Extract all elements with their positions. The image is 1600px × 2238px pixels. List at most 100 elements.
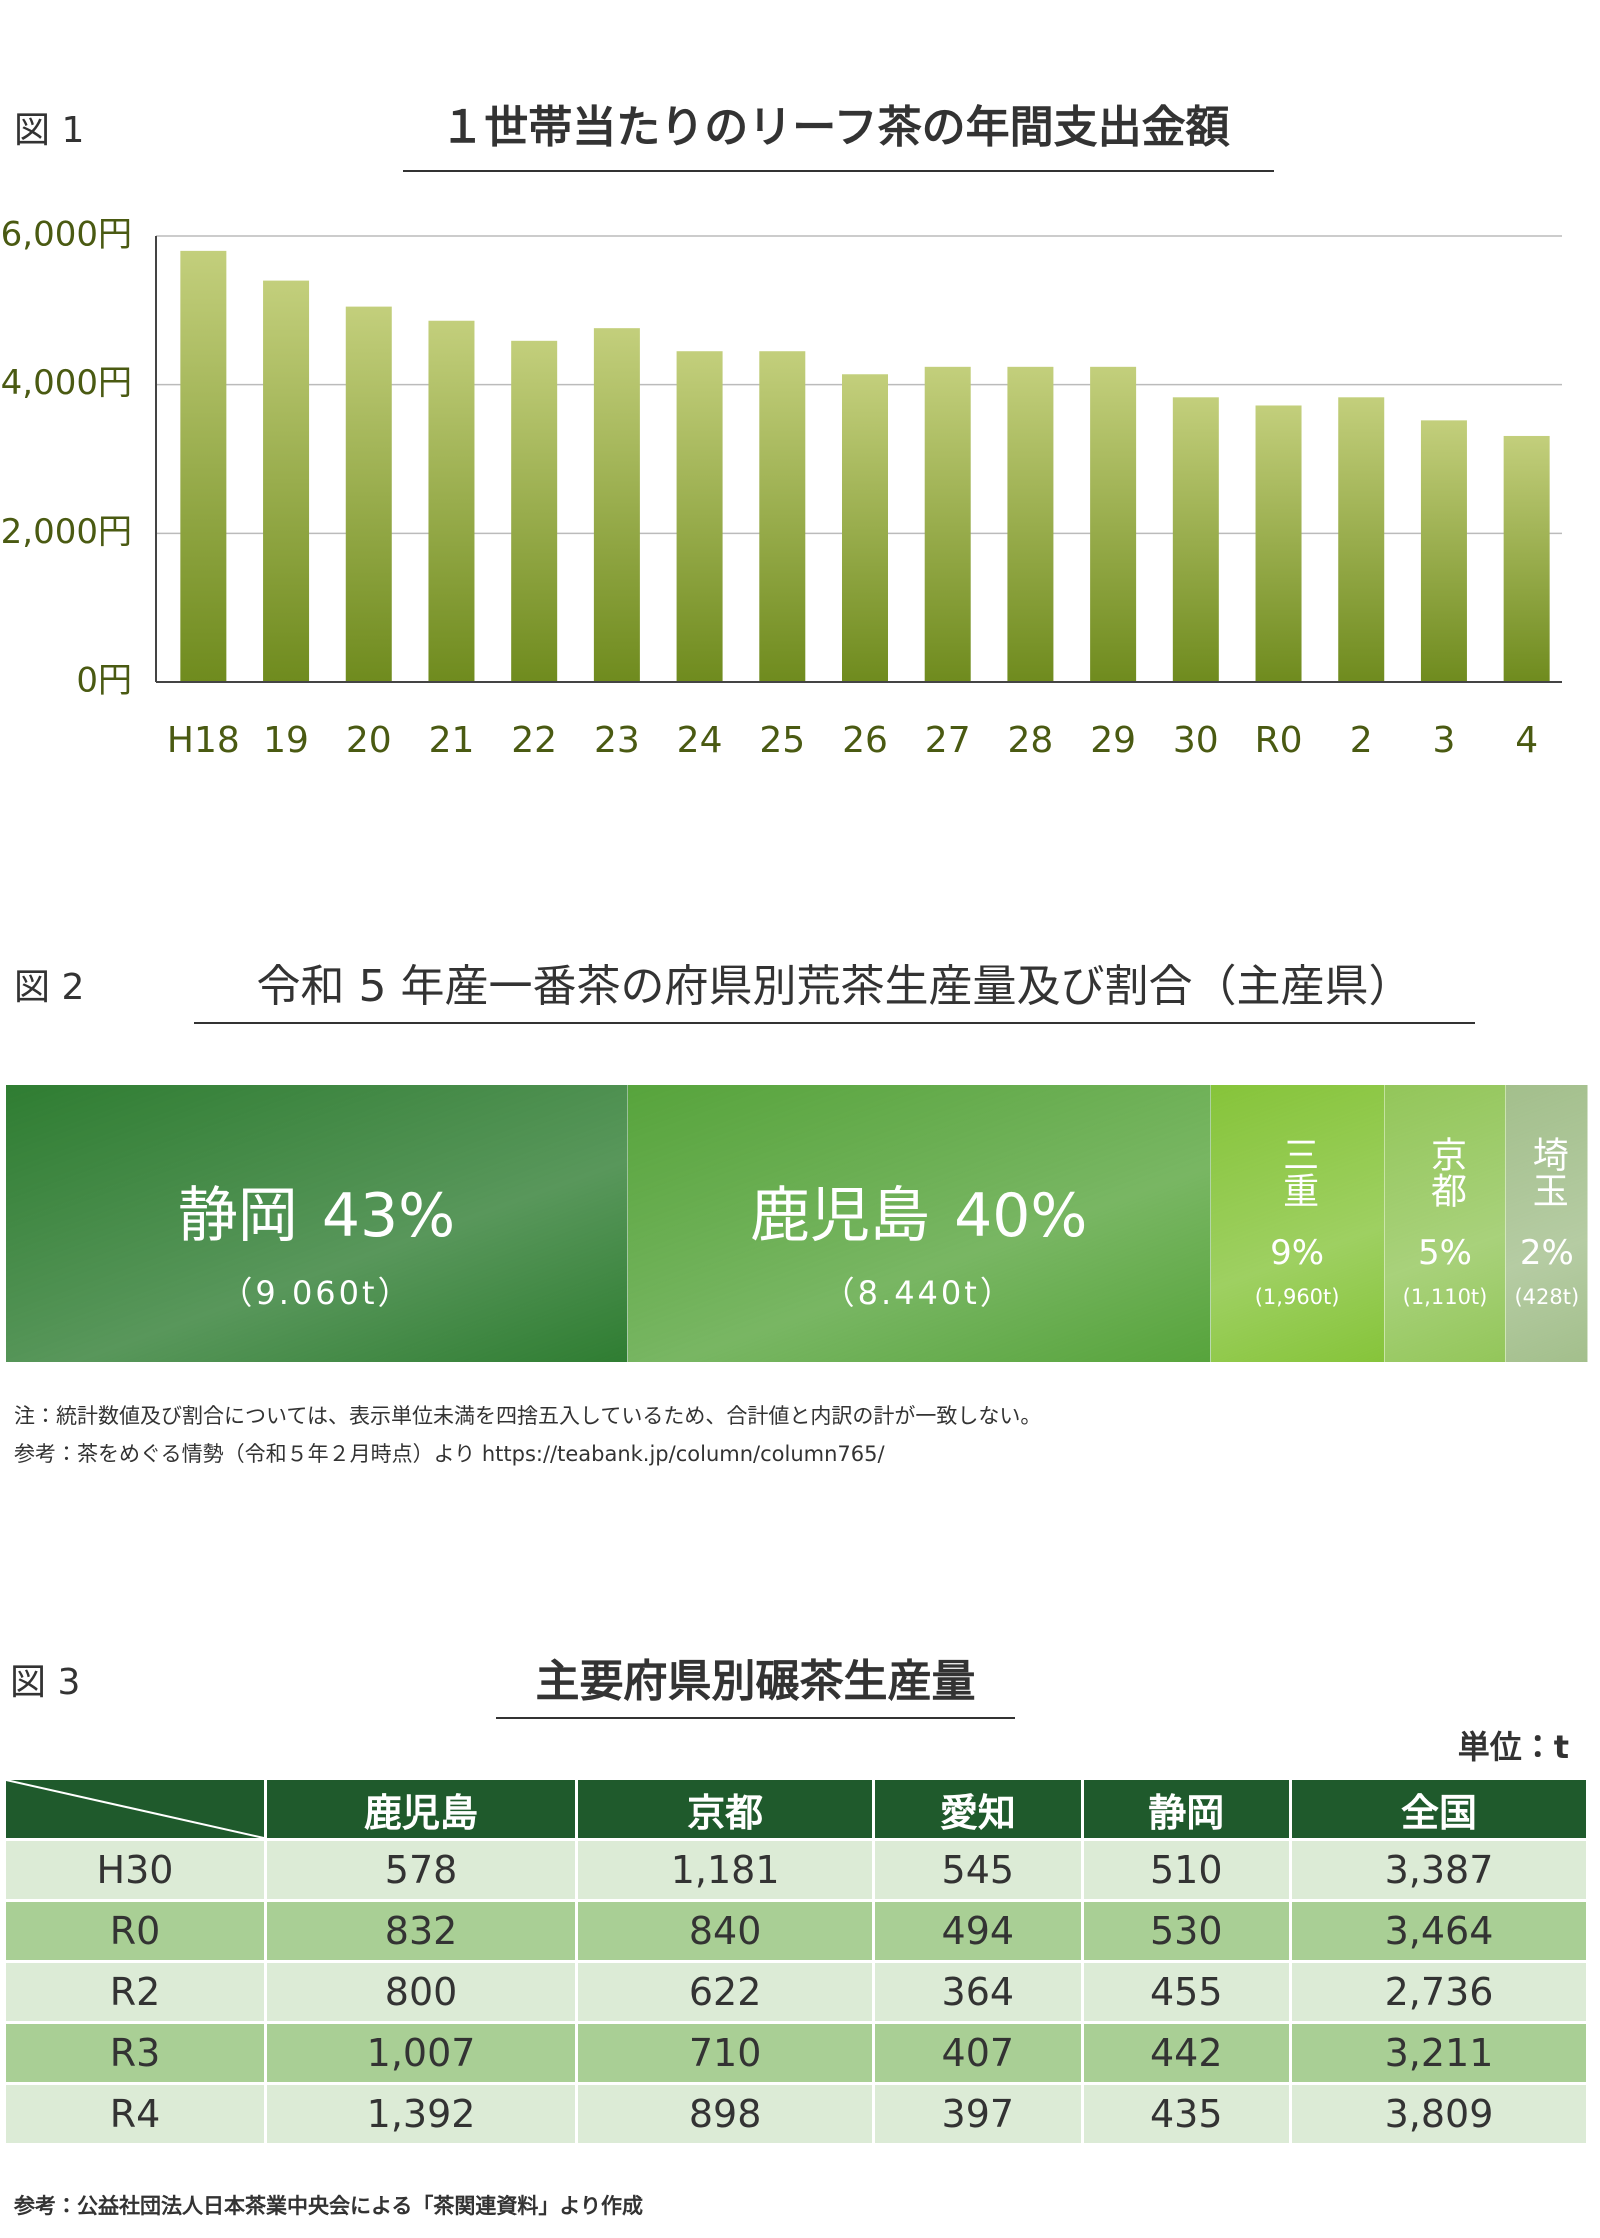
bar — [759, 351, 806, 682]
segment-label: 静岡 43% — [6, 1167, 627, 1254]
bar — [263, 280, 310, 682]
table-cell: 545 — [875, 1841, 1081, 1899]
column-header: 京都 — [578, 1780, 873, 1838]
x-tick-label: R0 — [1255, 720, 1303, 761]
segment-value: 9% — [1270, 1233, 1325, 1273]
segment: 鹿児島 40% （8.440t） — [628, 1085, 1211, 1362]
x-tick-label: 4 — [1515, 720, 1538, 761]
segment-amount: (1,960t) — [1254, 1285, 1340, 1309]
table-cell: 622 — [578, 1963, 873, 2021]
segment-name: 埼玉 — [1526, 1136, 1568, 1208]
x-tick-label: 20 — [346, 720, 392, 761]
table-cell: 494 — [875, 1902, 1081, 1960]
table-cell: 455 — [1083, 1963, 1289, 2021]
bar — [511, 340, 558, 682]
x-tick-label: 29 — [1090, 720, 1136, 761]
segment-amount: （8.440t） — [822, 1274, 1015, 1312]
segment-amount: (1,110t) — [1402, 1285, 1488, 1309]
row-label: H30 — [6, 1841, 264, 1899]
unit: 単位：t — [1457, 1728, 1569, 1766]
segment-value: 2% — [1519, 1233, 1574, 1273]
table-row: R0 832 840 494 530 3,464 — [6, 1902, 1586, 1960]
table-cell: 1,007 — [267, 2024, 576, 2082]
segment: 三重 9% (1,960t) — [1210, 1085, 1385, 1362]
y-tick-label: 4,000円 — [1, 363, 132, 403]
table-cell: 2,736 — [1291, 1963, 1586, 2021]
table-cell: 578 — [267, 1841, 576, 1899]
row-label: R0 — [6, 1902, 264, 1960]
table-row: R2 800 622 364 455 2,736 — [6, 1963, 1586, 2021]
x-tick-label: H18 — [167, 720, 240, 761]
x-tick-label: 30 — [1173, 720, 1219, 761]
table-cell: 510 — [1083, 1841, 1289, 1899]
figure-label: 図 3 — [10, 1662, 81, 1703]
table-cell: 3,387 — [1291, 1841, 1586, 1899]
note: 注：統計数値及び割合については、表示単位未満を四捨五入しているため、合計値と内訳… — [14, 1404, 1042, 1428]
bar — [842, 374, 888, 682]
bar — [924, 366, 971, 682]
segment-value: 40% — [954, 1181, 1088, 1251]
bar — [676, 351, 723, 682]
segment-amount: (428t) — [1514, 1285, 1580, 1309]
chart-title: １世帯当たりのリーフ茶の年間支出金額 — [440, 102, 1229, 153]
diagonal — [6, 1780, 264, 1838]
segment: 静岡 43% （9.060t） — [6, 1085, 628, 1362]
segment-value: 43% — [321, 1181, 456, 1251]
y-tick-label: 6,000円 — [1, 215, 132, 255]
table-row: R3 1,007 710 407 442 3,211 — [6, 2024, 1586, 2082]
figure-1: 図 1 １世帯当たりのリーフ茶の年間支出金額 0円 2,000円 4,000円 6,0… — [1, 102, 1562, 761]
bar — [428, 320, 475, 682]
header-row: 鹿児島 京都 愛知 静岡 全国 — [6, 1780, 1586, 1838]
bar — [1338, 397, 1385, 682]
x-tick-label: 23 — [594, 720, 640, 761]
chart-title: 令和 5 年産一番茶の府県別荒茶生産量及び割合（主産県） — [194, 950, 1475, 1024]
bar — [1090, 366, 1137, 682]
table-row: R4 1,392 898 397 435 3,809 — [6, 2085, 1586, 2143]
table-cell: 3,809 — [1291, 2085, 1586, 2143]
x-tick-label: 26 — [842, 720, 888, 761]
bar — [345, 306, 392, 682]
table-cell: 435 — [1083, 2085, 1289, 2143]
table-cell: 840 — [578, 1902, 873, 1960]
bar — [593, 328, 640, 682]
table-title: 主要府県別碾茶生産量 — [496, 1645, 1015, 1719]
column-header: 全国 — [1291, 1780, 1586, 1838]
table-cell: 3,464 — [1291, 1902, 1586, 1960]
y-tick-label: 0円 — [76, 661, 132, 701]
table: 鹿児島 京都 愛知 静岡 全国 H30 578 1,181 545 510 3,387 R0 832 84… — [3, 1777, 1589, 2146]
figure-label: 図 2 — [14, 967, 85, 1008]
table-cell: 898 — [578, 2085, 873, 2143]
bar — [1172, 397, 1219, 682]
column-header: 静岡 — [1083, 1780, 1289, 1838]
source: 参考：公益社団法人日本茶業中央会による「茶関連資料」より作成 — [14, 2194, 643, 2218]
table-cell: 530 — [1083, 1902, 1289, 1960]
segment-amount: （9.060t） — [220, 1274, 413, 1312]
column-header: 鹿児島 — [267, 1780, 576, 1838]
segment-name: 鹿児島 — [750, 1181, 931, 1251]
corner-cell — [6, 1780, 264, 1838]
x-tick-label: 28 — [1008, 720, 1054, 761]
table-cell: 800 — [267, 1963, 576, 2021]
table-cell: 397 — [875, 2085, 1081, 2143]
table-cell: 710 — [578, 2024, 873, 2082]
table-row: H30 578 1,181 545 510 3,387 — [6, 1841, 1586, 1899]
segment: 京都 5% (1,110t) — [1384, 1085, 1507, 1362]
table-cell: 442 — [1083, 2024, 1289, 2082]
segment-label: 鹿児島 40% — [628, 1167, 1210, 1254]
row-label: R2 — [6, 1963, 264, 2021]
table-cell: 832 — [267, 1902, 576, 1960]
x-tick-label: 22 — [511, 720, 557, 761]
column-header: 愛知 — [875, 1780, 1081, 1838]
bar — [1503, 435, 1550, 682]
x-tick-label: 3 — [1432, 720, 1455, 761]
bar — [1007, 366, 1054, 682]
x-tick-label: 2 — [1350, 720, 1373, 761]
x-tick-label: 19 — [263, 720, 309, 761]
y-tick-label: 2,000円 — [1, 512, 132, 552]
row-label: R3 — [6, 2024, 264, 2082]
table-cell: 3,211 — [1291, 2024, 1586, 2082]
x-tick-label: 25 — [759, 720, 805, 761]
table-cell: 407 — [875, 2024, 1081, 2082]
